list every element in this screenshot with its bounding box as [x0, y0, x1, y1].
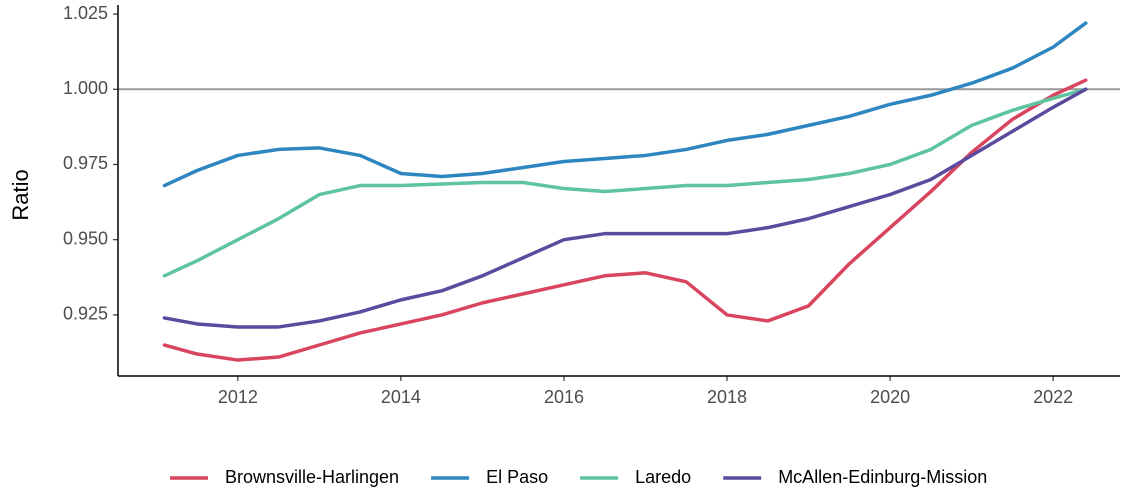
x-tick-label: 2018 — [707, 387, 747, 407]
x-tick-label: 2022 — [1033, 387, 1073, 407]
y-tick-label: 0.950 — [63, 228, 108, 248]
series-line — [162, 78, 1088, 362]
x-tick-label: 2016 — [544, 387, 584, 407]
series-line — [162, 21, 1088, 188]
legend-label: Laredo — [635, 467, 691, 487]
legend-label: McAllen-Edinburg-Mission — [778, 467, 987, 487]
y-tick-label: 0.925 — [63, 304, 108, 324]
y-tick-label: 1.025 — [63, 3, 108, 23]
x-tick-label: 2020 — [870, 387, 910, 407]
y-axis-label: Ratio — [8, 169, 33, 220]
y-tick-label: 0.975 — [63, 153, 108, 173]
series-line — [162, 87, 1088, 329]
x-tick-label: 2014 — [381, 387, 421, 407]
legend-label: El Paso — [486, 467, 548, 487]
legend-label: Brownsville-Harlingen — [225, 467, 399, 487]
y-tick-label: 1.000 — [63, 78, 108, 98]
series-line — [162, 87, 1088, 278]
x-tick-label: 2012 — [218, 387, 258, 407]
